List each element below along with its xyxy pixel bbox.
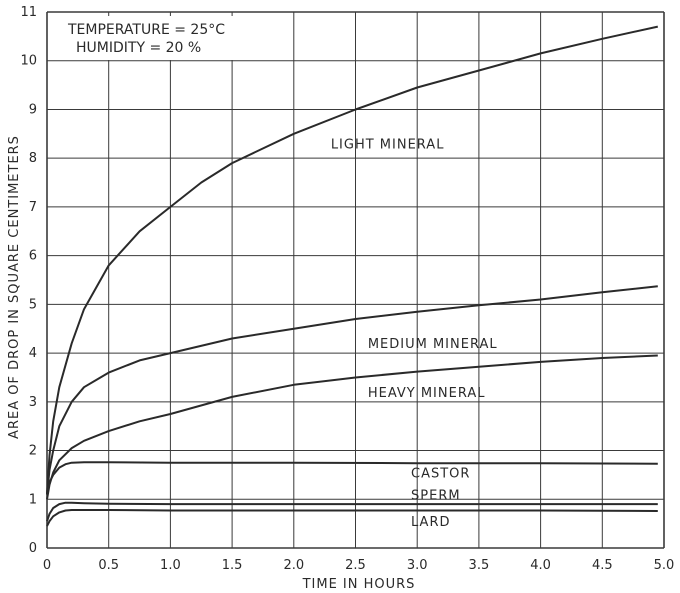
series-label-lard: LARD xyxy=(411,515,450,530)
condition-temperature: TEMPERATURE = 25°C xyxy=(67,22,225,38)
series-group xyxy=(46,25,659,527)
series-label-sperm: SPERM xyxy=(411,488,461,503)
x-tick-label: 4.5 xyxy=(592,558,613,573)
annotation-box xyxy=(52,16,282,60)
x-tick-label: 0.5 xyxy=(98,558,119,573)
grid xyxy=(46,11,665,549)
series-line-heavy-mineral xyxy=(46,354,658,500)
y-tick-label: 9 xyxy=(29,102,37,117)
y-axis-ticks: 0 1 2 3 4 5 6 7 8 9 10 11 xyxy=(20,5,37,556)
x-tick-label: 5.0 xyxy=(654,558,675,573)
x-tick-label: 4.0 xyxy=(530,558,551,573)
series-line-sperm xyxy=(46,501,658,522)
y-tick-label: 1 xyxy=(29,492,37,507)
x-tick-label: 1.5 xyxy=(222,558,243,573)
series-line-light-mineral xyxy=(46,25,659,495)
x-axis-ticks: 0 0.5 1.0 1.5 2.0 2.5 3.0 3.5 4.0 4.5 5.0 xyxy=(43,558,674,573)
series-labels: LIGHT MINERAL MEDIUM MINERAL HEAVY MINERAL… xyxy=(331,137,498,530)
y-tick-label: 5 xyxy=(29,297,37,312)
y-tick-label: 3 xyxy=(29,395,37,410)
series-label-castor: CASTOR xyxy=(411,466,470,481)
y-axis-label: AREA OF DROP IN SQUARE CENTIMETERS xyxy=(7,135,22,439)
y-tick-label: 8 xyxy=(29,151,37,166)
x-tick-label: 2.5 xyxy=(345,558,366,573)
condition-humidity: HUMIDITY = 20 % xyxy=(76,40,201,56)
series-line-lard xyxy=(46,509,658,527)
series-line-castor xyxy=(46,461,658,495)
series-line-medium-mineral xyxy=(46,285,658,495)
y-tick-label: 11 xyxy=(20,5,37,20)
y-tick-label: 7 xyxy=(29,200,37,215)
x-tick-label: 1.0 xyxy=(160,558,181,573)
y-tick-label: 10 xyxy=(20,54,37,69)
x-tick-label: 0 xyxy=(43,558,51,573)
series-label-light-mineral: LIGHT MINERAL xyxy=(331,137,445,152)
y-tick-label: 2 xyxy=(29,444,37,459)
y-tick-label: 4 xyxy=(29,346,37,361)
series-label-medium-mineral: MEDIUM MINERAL xyxy=(368,337,498,352)
x-tick-label: 2.0 xyxy=(283,558,304,573)
x-tick-label: 3.5 xyxy=(469,558,490,573)
y-tick-label: 6 xyxy=(29,249,37,264)
x-tick-label: 3.0 xyxy=(407,558,428,573)
series-label-heavy-mineral: HEAVY MINERAL xyxy=(368,386,486,401)
y-tick-label: 0 xyxy=(29,541,37,556)
x-axis-label: TIME IN HOURS xyxy=(302,577,416,592)
